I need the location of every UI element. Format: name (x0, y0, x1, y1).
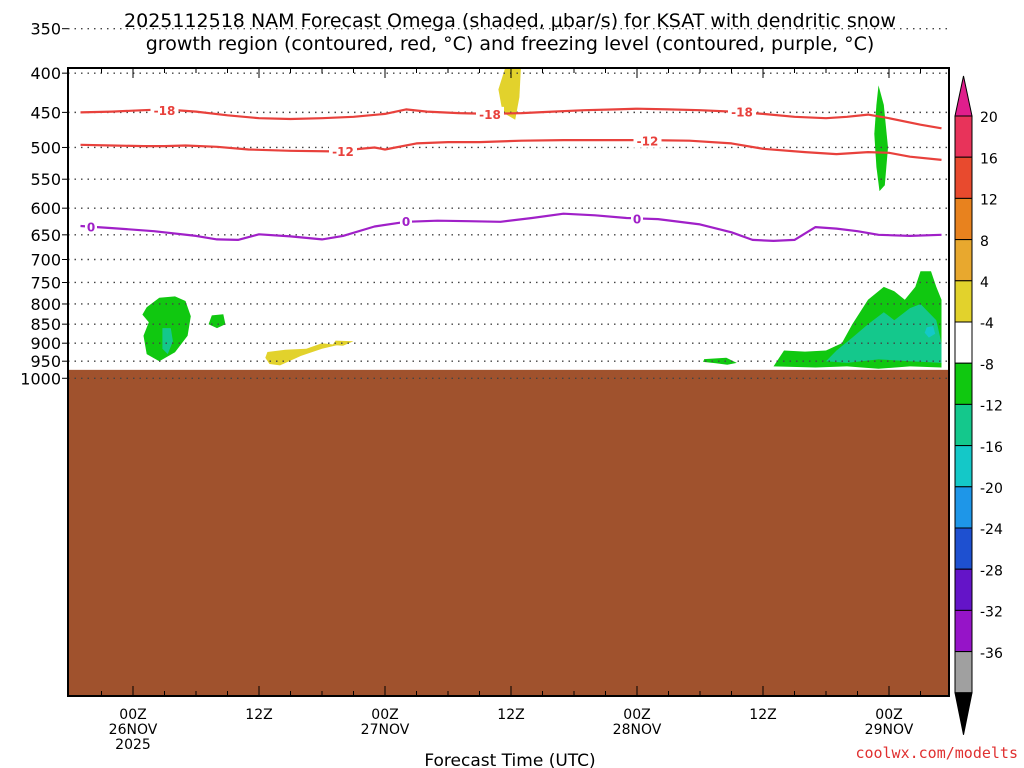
colorbar-label-12: -32 (980, 605, 1003, 621)
ytick-label-1000: 1000 (20, 369, 61, 388)
colorbar-label-2: 12 (980, 193, 998, 209)
contour-label-bg-3 (329, 143, 357, 158)
shade-teal-820-left (162, 328, 173, 355)
colorbar-swatch-9 (954, 486, 973, 529)
contour-label-6: 0 (402, 215, 410, 229)
colorbar-swatch-12 (954, 609, 973, 653)
colorbar-swatch-11 (954, 568, 973, 611)
contour-labels: -18 -18 -18 -12 -12 0 0 0 (85, 103, 756, 235)
colorbar-bottom-arrow (954, 692, 973, 735)
contour-label-bg-1 (476, 106, 504, 121)
shade-green-small-830 (208, 314, 226, 329)
omega-shading (142, 68, 942, 369)
xtick-label-0-2: 2025 (115, 737, 151, 753)
ytick-label-750: 750 (30, 273, 61, 292)
contour-0 (80, 212, 942, 242)
ytick-label-850: 850 (30, 315, 61, 334)
xtick-label-24-1: 27NOV (361, 722, 410, 738)
colorbar-swatch-10 (954, 527, 973, 570)
xtick-label-48-0: 00Z (623, 707, 650, 723)
xtick-label-72-1: 29NOV (865, 722, 914, 738)
shade-green-vertical-500 (874, 85, 888, 192)
contour--18 (80, 107, 942, 130)
xtick-label-36-0: 12Z (497, 707, 524, 723)
ytick-label-700: 700 (30, 251, 61, 270)
terrain-layer (68, 369, 949, 696)
colorbar-swatch-5 (954, 321, 973, 364)
plot-frame (67, 67, 950, 697)
colorbar-swatch-3 (954, 239, 973, 282)
colorbar-swatch-0 (954, 115, 973, 158)
colorbar-swatch-2 (954, 197, 973, 241)
credit-text: coolwx.com/modelts (855, 744, 1018, 762)
xtick-label-48-1: 28NOV (613, 722, 662, 738)
colorbar-swatch-4 (954, 280, 973, 323)
ytick-label-800: 800 (30, 295, 61, 314)
ytick-label-450: 450 (30, 103, 61, 122)
contour-label-bg-6 (400, 214, 412, 229)
contour-label-bg-0 (150, 103, 179, 118)
colorbar-label-8: -16 (980, 440, 1003, 456)
colorbar-label-0: 20 (980, 110, 998, 126)
contour-label-2: -18 (731, 106, 753, 120)
colorbar-swatch-8 (954, 445, 973, 488)
chart-title-line-2: growth region (contoured, red, °C) and f… (146, 33, 875, 55)
colorbar-label-9: -20 (980, 481, 1003, 497)
contour-label-bg-2 (728, 104, 756, 119)
contour-label-5: 0 (87, 221, 95, 235)
ytick-label-550: 550 (30, 170, 61, 189)
contour-label-1: -18 (479, 108, 501, 122)
colorbar-label-11: -28 (980, 563, 1003, 579)
colorbar-swatch-7 (954, 403, 973, 447)
xtick-label-12-0: 12Z (245, 707, 272, 723)
y-axis-ticks: 2503003504004505005506006507007508008509… (20, 20, 68, 388)
ytick-label-500: 500 (30, 138, 61, 157)
xtick-label-24-0: 00Z (371, 707, 398, 723)
contour--12 (80, 139, 942, 161)
terrain (68, 369, 949, 696)
colorbar-swatch-1 (954, 156, 973, 199)
colorbar-label-3: 8 (980, 234, 989, 250)
ytick-label-600: 600 (30, 199, 61, 218)
ytick-label-650: 650 (30, 226, 61, 245)
ytick-label-900: 900 (30, 334, 61, 353)
shade-uplift-yellow-920mb-b (332, 340, 354, 346)
colorbar-label-7: -12 (980, 399, 1003, 415)
chart-title-line-1: 2025112518 NAM Forecast Omega (shaded, µ… (124, 10, 896, 32)
colorbar-label-1: 16 (980, 151, 998, 167)
colorbar-label-13: -36 (980, 646, 1003, 662)
shade-cyan-spot-right (924, 326, 936, 338)
colorbar-label-6: -8 (980, 357, 994, 373)
ytick-label-950: 950 (30, 352, 61, 371)
xtick-label-60-0: 12Z (749, 707, 776, 723)
contour-label-3: -12 (332, 145, 354, 159)
ytick-label-350: 350 (30, 20, 61, 39)
contour-label-bg-5 (85, 219, 97, 234)
contour-label-bg-7 (631, 211, 643, 226)
shade-green-950-mid (703, 357, 737, 365)
contour-label-bg-4 (633, 133, 662, 148)
colorbar-swatch-6 (954, 362, 973, 405)
xtick-label-72-0: 00Z (875, 707, 902, 723)
shade-teal-right (826, 304, 942, 363)
contour-label-0: -18 (154, 104, 176, 118)
colorbar-label-4: 4 (980, 275, 989, 291)
contour-label-7: 0 (633, 213, 641, 227)
contour-label-4: -12 (637, 135, 659, 149)
colorbar: 20 16 12 8 4 -4 -8 -12 -16 -20 -24 -28 -32 -36 (954, 75, 1003, 735)
contour-lines (80, 107, 942, 242)
x-axis-label: Forecast Time (UTC) (424, 751, 595, 768)
colorbar-label-5: -4 (980, 316, 994, 332)
colorbar-swatch-13 (954, 651, 973, 694)
colorbar-label-10: -24 (980, 522, 1003, 538)
ytick-label-400: 400 (30, 64, 61, 83)
shade-uplift-yellow-920mb (265, 343, 338, 366)
xtick-label-0-0: 00Z (119, 707, 146, 723)
xtick-label-0-1: 26NOV (109, 722, 158, 738)
shade-uplift-yellow-400mb (498, 68, 521, 120)
